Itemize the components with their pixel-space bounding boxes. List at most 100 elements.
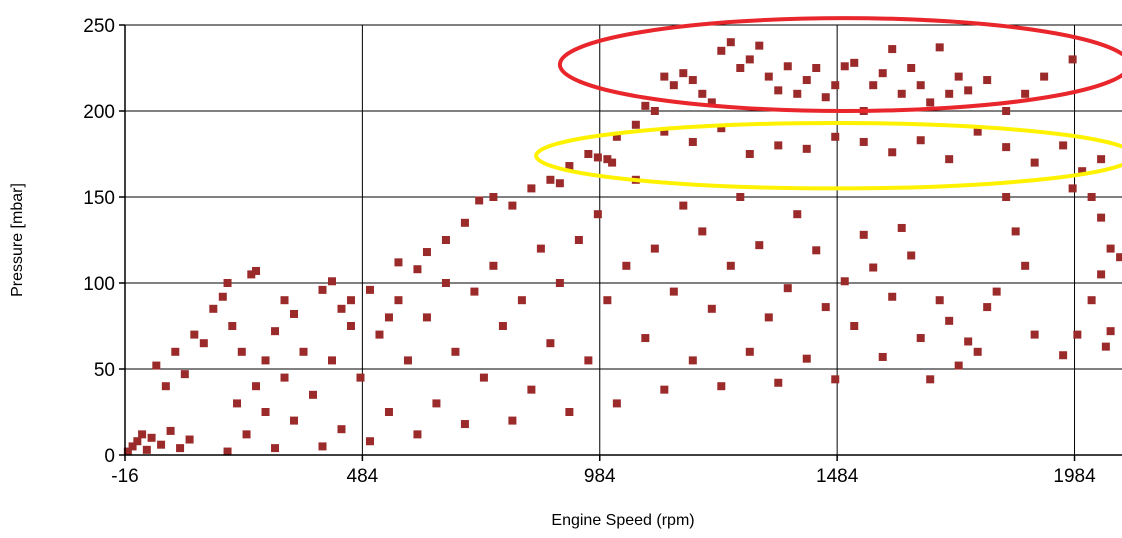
x-axis-title: Engine Speed (rpm) [551, 512, 694, 529]
data-point [726, 261, 735, 270]
data-point [641, 334, 650, 343]
data-point [679, 69, 688, 78]
data-point [365, 437, 374, 446]
data-point [223, 279, 232, 287]
data-point [242, 430, 251, 439]
data-point [327, 277, 336, 286]
data-point [859, 137, 868, 146]
data-point [764, 313, 773, 322]
data-point [527, 184, 536, 193]
data-point [1021, 89, 1030, 98]
annotation-ellipse [557, 16, 1122, 113]
data-point [584, 356, 593, 365]
data-point [793, 89, 802, 98]
data-point [318, 442, 327, 451]
data-point [337, 425, 346, 434]
data-point [755, 241, 764, 250]
data-point [622, 261, 631, 270]
data-point [152, 361, 161, 370]
data-point [1097, 213, 1106, 222]
data-point [1002, 193, 1011, 201]
x-tick-label: 1984 [1053, 466, 1096, 487]
data-point [707, 98, 716, 107]
data-point [707, 304, 716, 313]
y-tick-label: 100 [83, 274, 115, 295]
data-point [688, 356, 697, 365]
data-point [460, 218, 469, 227]
data-point [508, 416, 517, 425]
data-point [774, 378, 783, 387]
data-point [233, 399, 242, 408]
data-point [1106, 327, 1115, 336]
data-point [888, 148, 897, 157]
data-point [394, 296, 403, 305]
data-point [1030, 330, 1039, 339]
data-point [1106, 244, 1115, 253]
data-point [199, 339, 208, 348]
data-point [774, 141, 783, 150]
grid-lines [125, 24, 1122, 455]
data-point [916, 334, 925, 343]
data-point [973, 127, 982, 136]
data-point [745, 347, 754, 356]
data-point [413, 430, 422, 439]
data-point [460, 420, 469, 429]
data-point [888, 292, 897, 301]
data-point [290, 309, 299, 318]
data-point [422, 313, 431, 322]
data-point [831, 81, 840, 90]
data-point [717, 46, 726, 55]
data-point [327, 356, 336, 365]
data-point [384, 408, 393, 416]
data-point [745, 150, 754, 158]
data-point [717, 124, 726, 133]
y-tick-label: 150 [83, 188, 115, 209]
data-point [1087, 193, 1096, 201]
data-point [869, 263, 878, 272]
data-point [698, 89, 707, 98]
y-tick-label: 50 [94, 360, 115, 381]
data-point [1073, 330, 1082, 339]
data-point [603, 296, 612, 305]
data-point [954, 72, 963, 81]
data-point [888, 45, 897, 54]
x-axis-ticks: -16 484 984 1484 1984 [111, 455, 1096, 487]
data-point [1087, 296, 1096, 305]
data-point [584, 150, 593, 158]
data-point [123, 447, 132, 456]
data-point [793, 210, 802, 219]
data-point [161, 382, 170, 391]
data-point [745, 55, 754, 64]
data-point [489, 193, 498, 201]
data-point [736, 193, 745, 201]
data-point [660, 385, 669, 394]
data-point [631, 120, 640, 129]
data-point [821, 303, 830, 312]
data-point [1011, 227, 1020, 236]
data-point [565, 408, 574, 416]
data-point [660, 72, 669, 81]
data-point [907, 251, 916, 260]
data-point [907, 64, 916, 72]
scatter-points [123, 38, 1122, 456]
data-point [679, 201, 688, 210]
data-point [157, 440, 166, 449]
data-point [413, 265, 422, 274]
data-point [1097, 270, 1106, 279]
data-point [1040, 72, 1049, 81]
data-point [802, 144, 811, 153]
data-point [973, 347, 982, 356]
data-point [840, 277, 849, 286]
data-point [945, 89, 954, 98]
data-point [261, 356, 270, 365]
data-point [878, 352, 887, 361]
data-point [432, 399, 441, 408]
y-axis-ticks: 0 50 100 150 200 250 [83, 16, 125, 467]
data-point [840, 62, 849, 71]
data-point [954, 361, 963, 370]
data-point [138, 430, 147, 439]
data-point [821, 93, 830, 102]
data-point [945, 316, 954, 325]
data-point [688, 137, 697, 146]
data-point [850, 58, 859, 67]
